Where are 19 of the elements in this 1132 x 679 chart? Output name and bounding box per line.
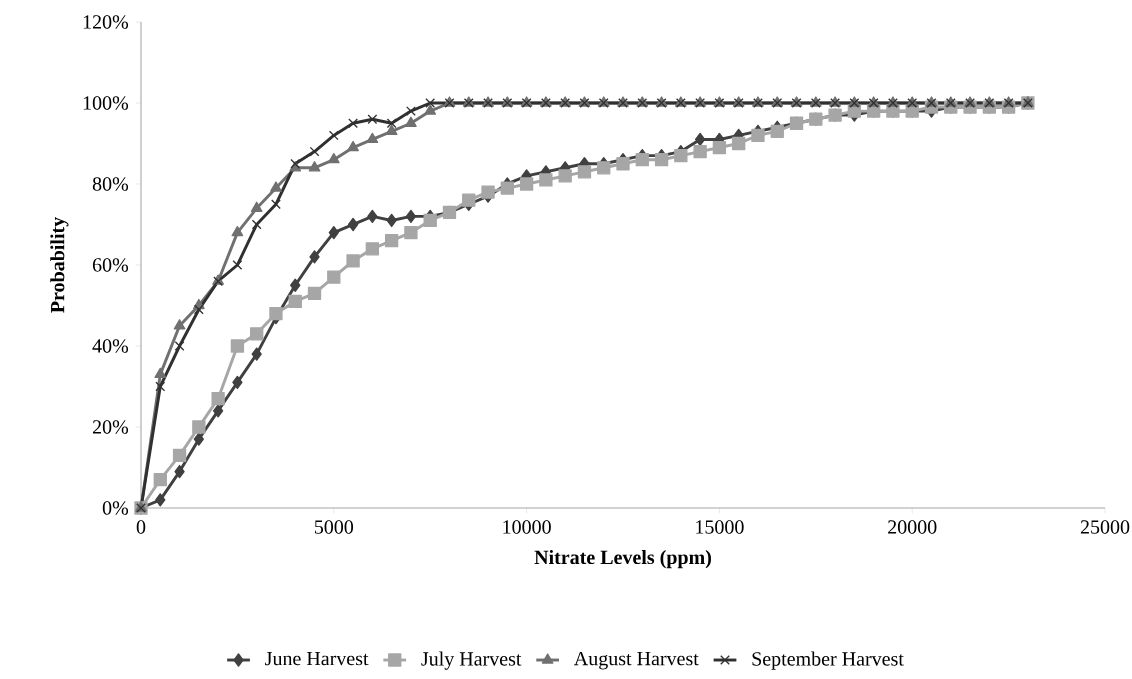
legend-label: July Harvest <box>421 651 522 670</box>
legend-label: August Harvest <box>574 651 699 670</box>
x-tick-label: 20000 <box>888 520 937 534</box>
x-tick-label: 25000 <box>1080 520 1130 534</box>
y-tick-label: 60% <box>92 258 129 272</box>
legend-label: June Harvest <box>265 651 369 666</box>
x-tick-label: 0 <box>136 520 146 534</box>
y-tick-label: 100% <box>83 96 129 110</box>
y-tick-label: 20% <box>92 420 129 434</box>
x-tick-label: 10000 <box>503 520 551 534</box>
y-tick-label: 120% <box>83 15 129 29</box>
legend-label: September Harvest <box>752 651 904 670</box>
y-tick-label: 0% <box>102 501 129 515</box>
x-axis-title: Nitrate Levels (ppm) <box>534 550 711 569</box>
y-tick-label: 80% <box>92 177 129 191</box>
y-axis-title: Probability <box>50 217 69 313</box>
x-tick-label: 5000 <box>314 520 354 534</box>
x-tick-label: 15000 <box>696 520 744 534</box>
y-tick-label: 40% <box>92 339 129 353</box>
